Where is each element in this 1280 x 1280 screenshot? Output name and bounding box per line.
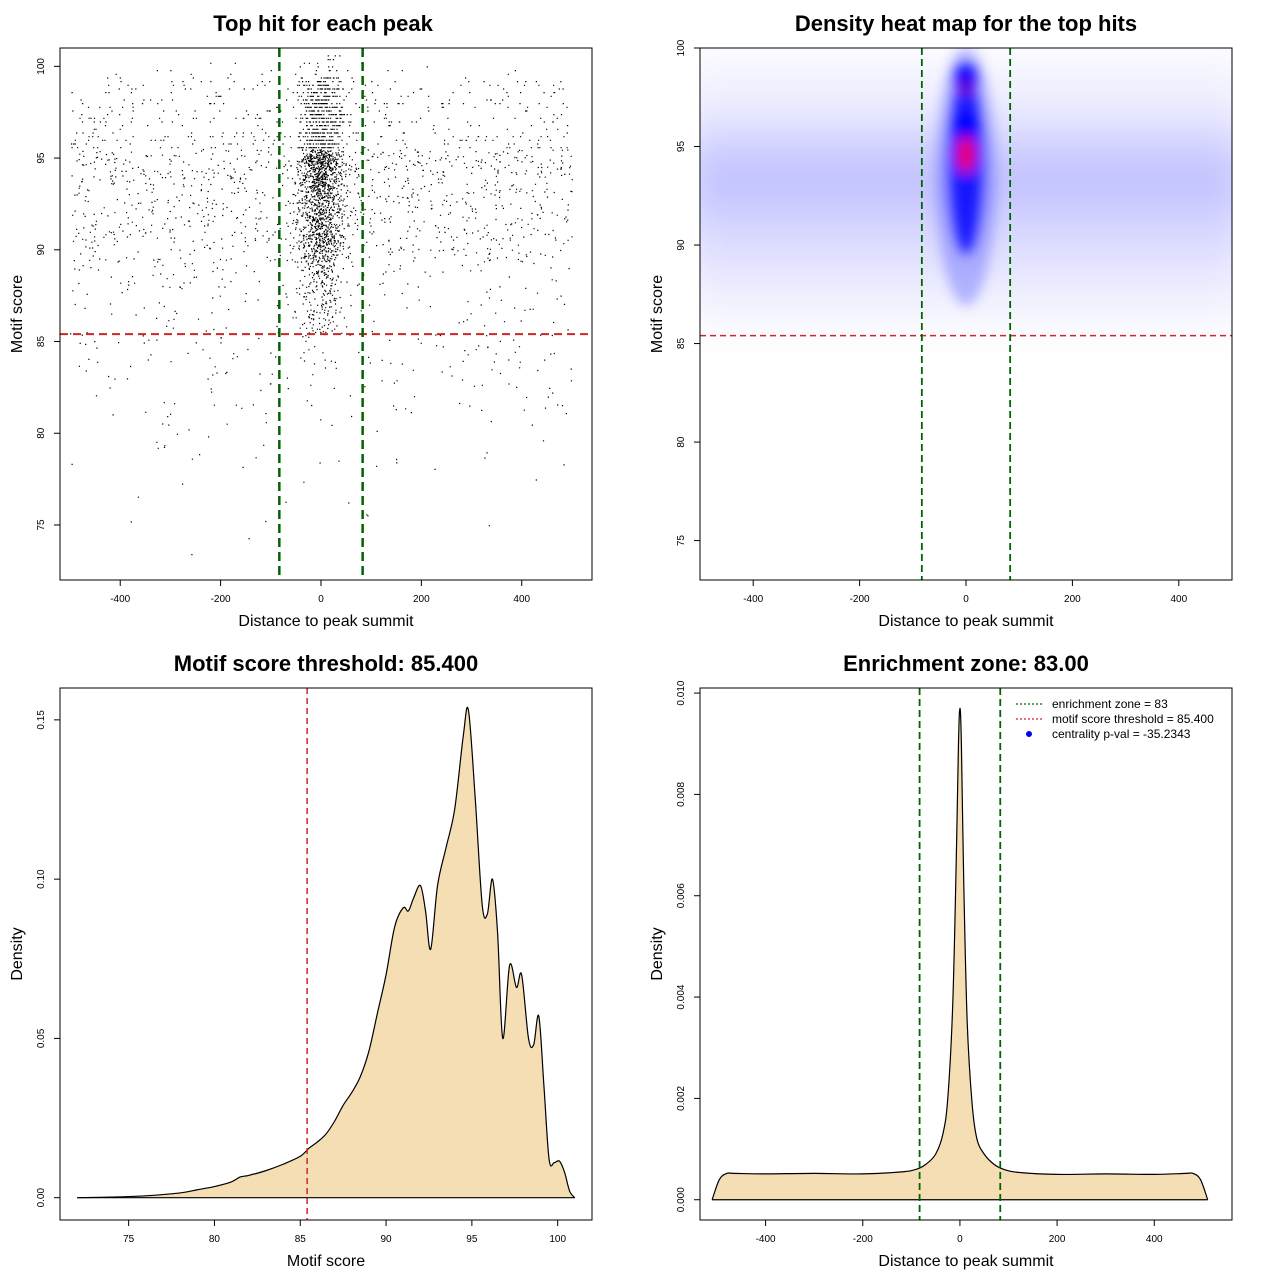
scatter-y-axis: 75 80 85 90 95 100 <box>36 58 60 531</box>
score-density-x-tick-label: 75 <box>123 1234 135 1245</box>
distance-density-x-axis: -400 -200 0 200 400 <box>756 1220 1163 1245</box>
distance-density-x-tick-label: -200 <box>853 1234 873 1245</box>
heatmap-reference-lines <box>700 48 1232 580</box>
distance-density-y-tick-label: 0.010 <box>676 680 687 705</box>
scatter-y-tick-label: 90 <box>36 244 47 256</box>
score-density-title: Motif score threshold: 85.400 <box>174 651 478 676</box>
score-density-y-axis: 0.00 0.05 0.10 0.15 <box>36 710 60 1208</box>
scatter-y-tick-label: 80 <box>36 427 47 439</box>
score-density-area-fill <box>77 707 575 1198</box>
distance-density-density-line <box>711 707 1209 1200</box>
score-density-x-tick-label: 100 <box>549 1234 566 1245</box>
score-density-y-tick-label: 0.15 <box>36 710 47 730</box>
scatter-x-axis: -400 -200 0 200 400 <box>110 580 531 605</box>
scatter-reference-lines <box>60 48 592 580</box>
heatmap-y-tick-label: 95 <box>676 141 687 153</box>
legend-label-motif-threshold: motif score threshold = 85.400 <box>1052 712 1214 726</box>
heatmap-title: Density heat map for the top hits <box>795 11 1137 36</box>
heatmap-hotspot <box>955 112 977 141</box>
distance-density-y-axis: 0.000 0.002 0.004 0.006 0.008 0.010 <box>676 680 700 1212</box>
heatmap-x-tick-label: -200 <box>850 594 870 605</box>
distance-density-x-tick-label: 0 <box>957 1234 963 1245</box>
scatter-x-label: Distance to peak summit <box>238 613 414 630</box>
score-density-y-tick-label: 0.10 <box>36 869 47 889</box>
score-density-plot-frame <box>59 687 593 1221</box>
heatmap-y-tick-label: 80 <box>676 436 687 448</box>
heatmap-x-axis: -400 -200 0 200 400 <box>743 580 1188 605</box>
heatmap-y-label: Motif score <box>649 275 666 353</box>
legend: enrichment zone = 83 motif score thresho… <box>1016 697 1214 741</box>
heatmap-peak <box>959 136 973 173</box>
scatter-points <box>70 55 573 556</box>
scatter-x-tick-label: -400 <box>110 594 130 605</box>
distance-density-x-tick-label: -400 <box>756 1234 776 1245</box>
heatmap-x-tick-label: 200 <box>1064 594 1081 605</box>
distance-density-y-tick-label: 0.000 <box>676 1187 687 1212</box>
distance-density-y-tick-label: 0.002 <box>676 1085 687 1110</box>
score-density-x-tick-label: 90 <box>381 1234 393 1245</box>
heatmap-density <box>700 48 1232 324</box>
heatmap-panel: Density heat map for the top hits -400 -2… <box>649 11 1233 630</box>
distance-density-y-tick-label: 0.004 <box>676 984 687 1009</box>
heatmap-peak <box>962 80 970 95</box>
distance-density-curve <box>711 707 1209 1201</box>
heatmap-x-tick-label: 400 <box>1170 594 1187 605</box>
score-density-x-tick-label: 95 <box>466 1234 478 1245</box>
scatter-x-tick-label: 200 <box>413 594 430 605</box>
score-density-x-tick-label: 80 <box>209 1234 221 1245</box>
legend-label-centrality-pval: centrality p-val = -35.2343 <box>1052 727 1191 741</box>
scatter-y-tick-label: 75 <box>36 519 47 531</box>
score-density-y-tick-label: 0.05 <box>36 1028 47 1048</box>
scatter-x-tick-label: -200 <box>211 594 231 605</box>
distance-density-panel: Enrichment zone: 83.00 -400 -200 0 200 400 0… <box>649 651 1233 1270</box>
scatter-x-tick-label: 0 <box>318 594 324 605</box>
distance-density-x-tick-label: 200 <box>1049 1234 1066 1245</box>
scatter-title: Top hit for each peak <box>213 11 433 36</box>
score-density-y-tick-label: 0.00 <box>36 1188 47 1208</box>
scatter-panel: Top hit for each peak -400 -200 0 200 400 75… <box>9 11 593 630</box>
scatter-y-tick-label: 85 <box>36 336 47 348</box>
scatter-y-tick-label: 100 <box>36 58 47 75</box>
score-density-y-label: Density <box>9 927 26 980</box>
scatter-x-tick-label: 400 <box>513 594 530 605</box>
distance-density-y-tick-label: 0.006 <box>676 883 687 908</box>
heatmap-y-axis: 75 80 85 90 95 100 <box>676 39 700 546</box>
score-density-density-line <box>77 706 576 1199</box>
heatmap-y-tick-label: 100 <box>676 39 687 56</box>
distance-density-x-tick-label: 400 <box>1146 1234 1163 1245</box>
distance-density-reference-lines <box>918 688 1002 1220</box>
distance-density-plot-frame <box>699 687 1233 1221</box>
heatmap-x-tick-label: -400 <box>743 594 763 605</box>
heatmap-y-tick-label: 85 <box>676 338 687 350</box>
score-density-curve <box>77 706 576 1199</box>
scatter-plot-frame <box>59 47 593 581</box>
legend-swatch-centrality-pval <box>1026 731 1032 737</box>
distance-density-area-fill <box>712 708 1208 1200</box>
distance-density-x-label: Distance to peak summit <box>878 1253 1054 1270</box>
heatmap-x-label: Distance to peak summit <box>878 613 1054 630</box>
distance-density-title: Enrichment zone: 83.00 <box>843 651 1089 676</box>
heatmap-y-tick-label: 75 <box>676 535 687 547</box>
distance-density-y-tick-label: 0.008 <box>676 781 687 806</box>
heatmap-hotspot <box>955 63 977 92</box>
distance-density-y-label: Density <box>649 927 666 980</box>
heatmap-x-tick-label: 0 <box>963 594 969 605</box>
scatter-point-cloud <box>70 55 573 556</box>
score-density-x-label: Motif score <box>287 1253 365 1270</box>
score-density-x-tick-label: 85 <box>295 1234 307 1245</box>
score-density-panel: Motif score threshold: 85.400 75 80 85 90 95… <box>9 651 593 1270</box>
scatter-y-tick-label: 95 <box>36 152 47 164</box>
legend-label-enrichment-zone: enrichment zone = 83 <box>1052 697 1168 711</box>
heatmap-y-tick-label: 90 <box>676 239 687 251</box>
score-density-x-axis: 75 80 85 90 95 100 <box>123 1220 566 1245</box>
scatter-y-label: Motif score <box>9 275 26 353</box>
